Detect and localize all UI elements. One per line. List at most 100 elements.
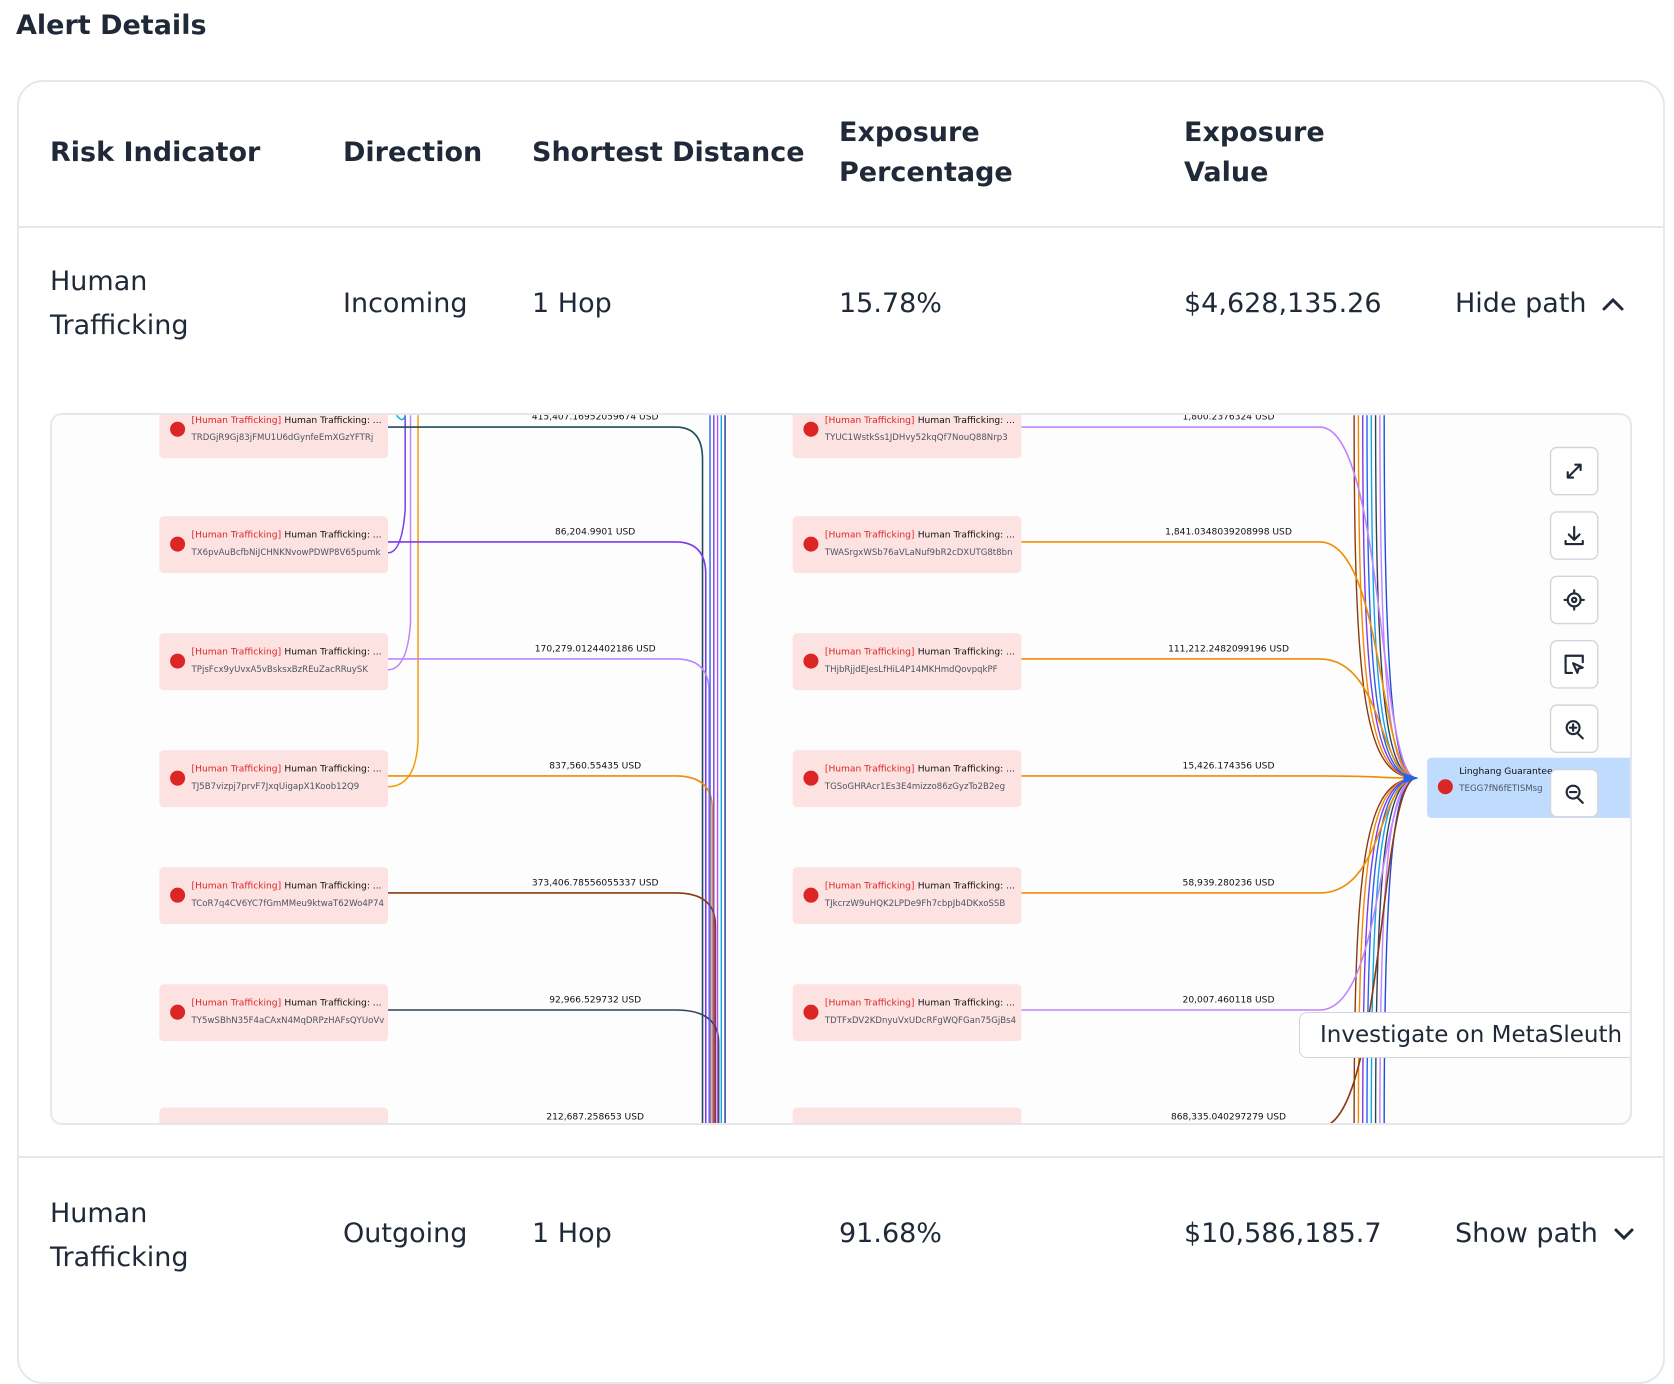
node-tag: [Human Trafficking] <box>192 648 282 658</box>
node-title: [Human Trafficking] Human Trafficking: ..… <box>192 416 382 426</box>
edge <box>387 775 713 1123</box>
toolbar-button[interactable] <box>1549 704 1599 754</box>
node-title: [Human Trafficking] Human Trafficking: ..… <box>825 999 1015 1009</box>
node-title: [Human Trafficking] Human Trafficking: ..… <box>825 648 1015 658</box>
divider <box>17 1156 1665 1158</box>
chain-icon <box>803 1004 819 1020</box>
bundle-line <box>1379 415 1417 779</box>
toggle-label: Show path <box>1455 1218 1598 1249</box>
edge <box>387 541 707 1123</box>
edge <box>1329 777 1417 1123</box>
node-label: Human Trafficking: ... <box>918 765 1015 775</box>
divider <box>17 226 1665 228</box>
node-label: Human Trafficking: ... <box>284 648 381 658</box>
show-path-toggle[interactable]: Show path <box>1455 1184 1636 1284</box>
node-address: TDTFxDV2KDnyuVxUDcRFgWQFGan75GjBs4 <box>824 1016 1016 1026</box>
column-header: Risk Indicator <box>50 137 261 168</box>
page: Alert Details {"header":{"title":"Alert … <box>16 10 1665 1384</box>
edge-amount: 111,212.2482099196 USD <box>1168 644 1289 654</box>
node-label: Human Trafficking: ... <box>918 648 1015 658</box>
node-title: [Human Trafficking] Human Trafficking: ..… <box>192 648 382 658</box>
node-label: Human Trafficking: ... <box>284 882 381 892</box>
exposure-value: $10,586,185.7 <box>1184 1218 1382 1249</box>
node-label: Human Trafficking: ... <box>284 416 381 426</box>
path-graph: 415,407.16952059674 USD 86,204.9901 USD 17… <box>50 413 1632 1125</box>
node-title: [Human Trafficking] Human Trafficking: ..… <box>825 765 1015 775</box>
chevron-up <box>1602 297 1624 311</box>
button-icon <box>1563 589 1585 611</box>
chain-icon <box>803 887 819 903</box>
investigate-button[interactable]: Investigate on MetaSleuth <box>1299 1012 1632 1058</box>
node-title: [Human Trafficking] Human Trafficking: ..… <box>192 531 382 541</box>
toolbar-button[interactable] <box>1549 768 1599 818</box>
edge-amount: 415,407.16952059674 USD <box>532 415 659 423</box>
edge <box>1021 777 1417 1011</box>
edge <box>1021 775 1417 779</box>
sleuth-icon <box>1628 1023 1632 1049</box>
edge-amount: 170,279.0124402186 USD <box>535 644 656 654</box>
edge <box>387 415 412 671</box>
address-node <box>159 1107 388 1123</box>
bundle-line <box>1366 415 1417 779</box>
node-tag: [Human Trafficking] <box>192 999 282 1009</box>
toolbar-button[interactable] <box>1549 575 1599 625</box>
bundle-line <box>1383 777 1417 1123</box>
node-label: Human Trafficking: ... <box>918 882 1015 892</box>
node-label: Human Trafficking: ... <box>284 765 381 775</box>
shortest-distance: 1 Hop <box>532 288 612 319</box>
node-tag: [Human Trafficking] <box>825 882 915 892</box>
node-title: [Human Trafficking] Human Trafficking: ..… <box>192 999 382 1009</box>
column-header: Exposure Value <box>1184 117 1325 188</box>
edge <box>387 415 419 788</box>
node-title: [Human Trafficking] Human Trafficking: ..… <box>825 416 1015 426</box>
column-header: Shortest Distance <box>532 137 805 168</box>
bundle-line <box>1383 415 1417 779</box>
node-address: TJkcrzW9uHQK2LPDe9Fh7cbpJb4DKxoSSB <box>824 899 1005 909</box>
target-address: TEGG7fN6fETISMsg <box>1458 784 1542 794</box>
bundle-line <box>1357 415 1417 779</box>
toolbar-button[interactable] <box>1549 446 1599 496</box>
node-address: TWASrgxWSb76aVLaNuf9bR2cDXUTG8t8bn <box>824 548 1013 558</box>
toolbar-button[interactable] <box>1549 511 1599 560</box>
target-label: Linghang Guarantee <box>1459 767 1553 777</box>
exposure-value: $4,628,135.26 <box>1184 288 1382 319</box>
toolbar-button[interactable] <box>1549 640 1599 689</box>
chain-icon <box>803 770 819 786</box>
chain-icon <box>803 421 819 437</box>
hide-path-toggle[interactable]: Hide path <box>1455 254 1625 354</box>
body: Alert Details Risk Indicator Direction S… <box>16 10 1665 1384</box>
address-node <box>792 750 1022 808</box>
button-icon <box>1565 720 1584 740</box>
risk-indicator: Human Trafficking <box>50 1198 189 1273</box>
address-node <box>792 415 1022 459</box>
node-tag: [Human Trafficking] <box>192 531 282 541</box>
address-node <box>792 516 1022 574</box>
chain-icon <box>170 770 186 786</box>
edge <box>387 892 717 1123</box>
edge-amount: 212,687.258653 USD <box>546 1112 644 1122</box>
edge-amount: 15,426.174356 USD <box>1183 761 1275 771</box>
shortest-distance: 1 Hop <box>532 1218 612 1249</box>
edge <box>1021 777 1417 894</box>
button-icon <box>1564 525 1584 546</box>
node-address: TPjsFcx9yUvxA5vBsksxBzREuZacRRuySK <box>191 665 369 675</box>
node-address: TCoR7q4CV6YC7fGmMMeu9ktwaT62Wo4P74 <box>191 899 384 909</box>
node-title: [Human Trafficking] Human Trafficking: ..… <box>825 882 1015 892</box>
node-tag: [Human Trafficking] <box>192 765 282 775</box>
bundle-line <box>1362 415 1417 779</box>
edge <box>387 658 710 1123</box>
chain-icon <box>170 887 186 903</box>
edge-amount: 92,966.529732 USD <box>549 995 641 1005</box>
toggle-label: Hide path <box>1455 288 1587 319</box>
exposure-percentage: 91.68% <box>839 1218 942 1249</box>
node-tag: [Human Trafficking] <box>192 882 282 892</box>
chain-icon <box>1437 779 1453 795</box>
address-node <box>792 867 1022 925</box>
chain-icon <box>803 653 819 669</box>
node-address: TX6pvAuBcfbNiJCHNKNvowPDWP8V65pumk <box>191 548 381 558</box>
address-node <box>159 415 388 459</box>
chain-icon <box>170 421 186 437</box>
address-node <box>792 984 1022 1042</box>
address-node <box>792 633 1022 691</box>
bundle-line <box>1353 415 1417 779</box>
